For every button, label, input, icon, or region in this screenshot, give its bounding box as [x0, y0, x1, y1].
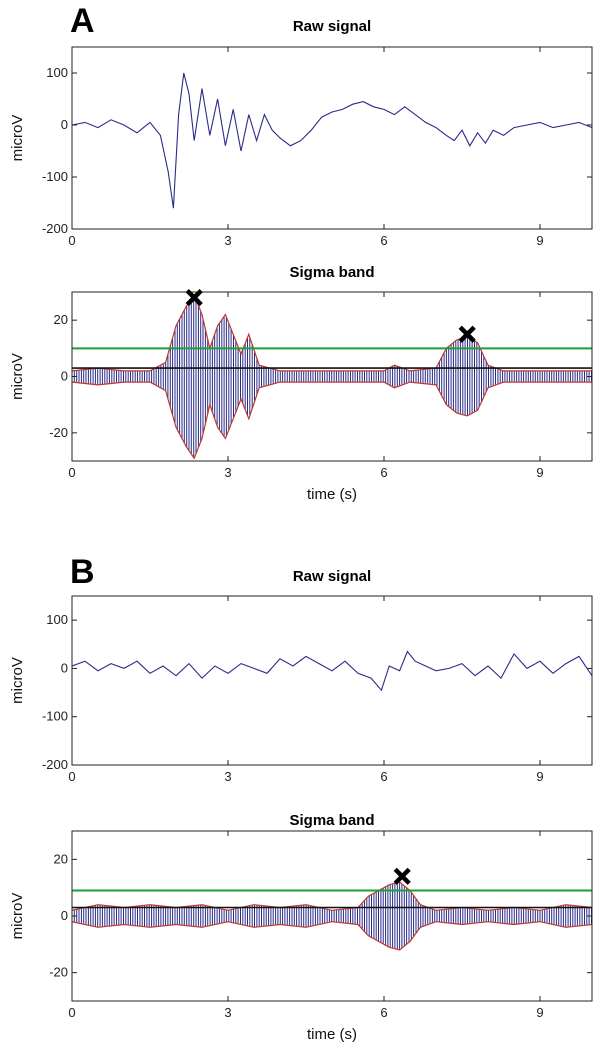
x-tick-label: 6 [380, 1005, 387, 1020]
x-tick-label: 0 [68, 465, 75, 480]
y-tick-label: -20 [49, 425, 68, 440]
x-tick-label: 9 [536, 769, 543, 784]
x-tick-label: 0 [68, 233, 75, 248]
sigma-oscillation [72, 295, 592, 458]
y-tick-label: -100 [42, 169, 68, 184]
y-tick-label: 20 [54, 851, 68, 866]
y-tick-label: 0 [61, 908, 68, 923]
x-tick-label: 3 [224, 465, 231, 480]
plot-frame [71, 46, 593, 230]
plot-frame [71, 595, 593, 766]
raw-signal-line [72, 650, 592, 692]
x-tick-label: 9 [536, 1005, 543, 1020]
plot-area [72, 72, 592, 209]
plot-a-sigma-band: 0 3 6 9 20 0 -20 microV time (s) [9, 289, 593, 503]
y-tick-label: -100 [42, 709, 68, 724]
x-tick-label: 6 [380, 769, 387, 784]
plot-a-raw-title: Raw signal [293, 18, 371, 35]
envelope-lower-line [72, 381, 592, 460]
plot-a-raw-signal: 0 3 6 9 100 0 -100 -200 microV [9, 46, 593, 248]
plot-b-sigma-title: Sigma band [289, 812, 374, 829]
envelope-upper-line [72, 293, 592, 372]
x-tick-label: 0 [68, 1005, 75, 1020]
y-tick-label: -200 [42, 757, 68, 772]
y-axis-label: microV [9, 115, 26, 162]
sigma-signal [72, 882, 592, 950]
y-tick-label: -200 [42, 221, 68, 236]
spindle-peak-marker [393, 867, 411, 885]
plot-area [72, 293, 592, 460]
sigma-signal [72, 295, 592, 458]
plot-area [72, 650, 592, 692]
y-tick-label: -20 [49, 965, 68, 980]
y-tick-label: 100 [46, 65, 68, 80]
y-axis-label: microV [9, 353, 26, 400]
panel-letter-a: A [70, 2, 95, 40]
x-axis-label: time (s) [307, 1026, 357, 1043]
y-tick-label: 100 [46, 612, 68, 627]
raw-signal-line [72, 72, 592, 209]
sigma-oscillation [72, 882, 592, 950]
x-tick-label: 3 [224, 769, 231, 784]
spindle-peak-marker [185, 289, 203, 307]
plot-b-raw-title: Raw signal [293, 568, 371, 585]
x-tick-label: 6 [380, 465, 387, 480]
x-tick-label: 3 [224, 1005, 231, 1020]
x-axis-label: time (s) [307, 486, 357, 503]
y-tick-label: 0 [61, 117, 68, 132]
envelope-upper-line [72, 881, 592, 911]
x-tick-label: 6 [380, 233, 387, 248]
x-tick-label: 9 [536, 465, 543, 480]
plot-a-sigma-title: Sigma band [289, 264, 374, 281]
x-tick-label: 3 [224, 233, 231, 248]
spindle-peak-marker [458, 325, 476, 343]
envelope-lower-line [72, 921, 592, 951]
x-tick-label: 9 [536, 233, 543, 248]
y-tick-label: 20 [54, 312, 68, 327]
plot-b-raw-signal: 0 3 6 9 100 0 -100 -200 microV [9, 595, 593, 784]
plot-b-sigma-band: 0 3 6 9 20 0 -20 microV time (s) [9, 830, 593, 1043]
panel-letter-b: B [70, 553, 95, 591]
y-tick-label: 0 [61, 369, 68, 384]
x-tick-label: 0 [68, 769, 75, 784]
y-axis-label: microV [9, 657, 26, 704]
y-axis-label: microV [9, 893, 26, 940]
plot-area [72, 881, 592, 951]
y-tick-label: 0 [61, 660, 68, 675]
